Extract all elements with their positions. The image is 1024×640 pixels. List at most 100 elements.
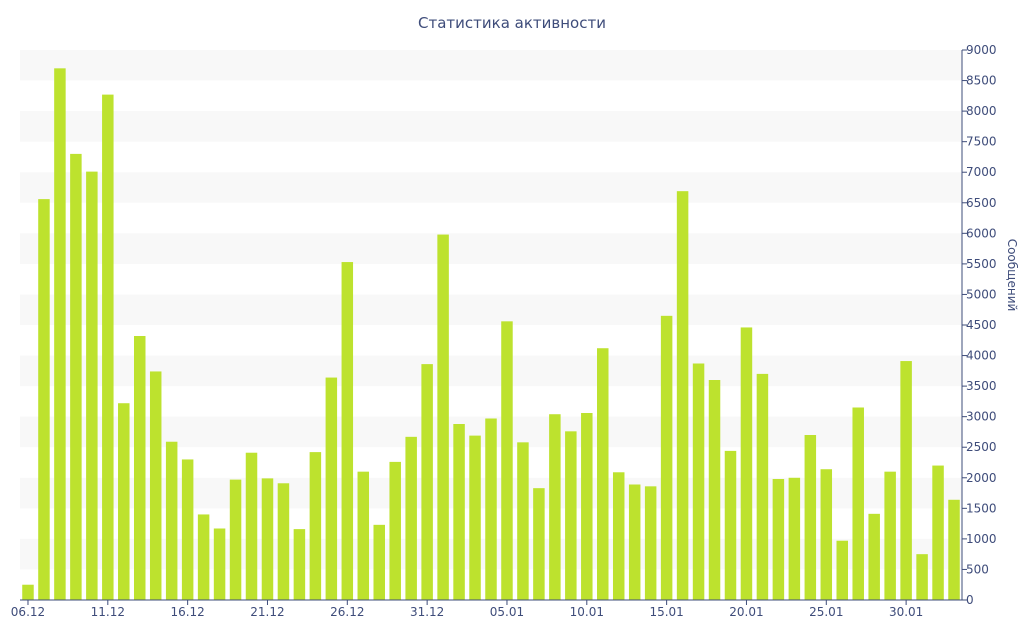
bar [756, 373, 769, 600]
bar [197, 514, 210, 600]
grid-band [20, 172, 962, 203]
x-tick-label: 16.12 [170, 605, 204, 619]
y-tick-label: 5000 [966, 287, 997, 301]
chart-title: Статистика активности [418, 14, 606, 32]
bar [149, 371, 162, 600]
y-tick-label: 7500 [966, 135, 997, 149]
bar [932, 465, 944, 600]
bar [86, 171, 98, 600]
bar [533, 488, 545, 600]
bar [581, 413, 593, 600]
bars-group [22, 68, 960, 601]
bar [612, 472, 625, 600]
bar [181, 459, 194, 600]
bar [900, 361, 912, 600]
y-tick-label: 8000 [966, 104, 997, 118]
bar [788, 477, 801, 600]
bar [38, 199, 50, 600]
y-axis: 0 500 1000 1500 2000 2500 3000 3500 4000 4500 5000… [961, 43, 997, 607]
bar [118, 403, 130, 600]
y-tick-label: 1000 [966, 532, 997, 546]
y-tick-label: 500 [966, 562, 989, 576]
bar [213, 528, 226, 600]
bar [453, 424, 465, 600]
x-tick-label: 25.01 [809, 605, 843, 619]
x-tick-label: 20.01 [729, 605, 763, 619]
bar [165, 441, 178, 600]
bar [724, 450, 737, 600]
y-tick-label: 3000 [966, 410, 997, 424]
y-tick-label: 4000 [966, 349, 997, 363]
bar [804, 435, 817, 600]
x-tick-label: 31.12 [410, 605, 444, 619]
bar [245, 452, 258, 600]
grid-band [20, 355, 962, 387]
bar [740, 327, 753, 600]
y-tick-label: 8500 [966, 74, 997, 88]
bar [948, 499, 960, 600]
bar [852, 407, 864, 600]
grid-band [20, 294, 962, 325]
bar [133, 336, 146, 600]
y-tick-label: 5500 [966, 257, 997, 271]
bar [868, 513, 880, 600]
grid-band [20, 233, 962, 264]
bar [102, 94, 114, 600]
bar [437, 234, 449, 601]
y-tick-label: 6500 [966, 196, 997, 210]
bar [309, 452, 322, 600]
y-axis-label: Сообщений [1005, 239, 1019, 312]
y-tick-label: 2500 [966, 440, 997, 454]
bar [293, 529, 306, 600]
x-tick-label: 21.12 [250, 605, 284, 619]
bar [229, 479, 242, 600]
bar [421, 364, 433, 600]
x-tick-label: 26.12 [330, 605, 364, 619]
x-tick-label: 10.01 [570, 605, 604, 619]
bar [884, 471, 896, 600]
bar [389, 461, 401, 600]
bar [261, 478, 274, 600]
bar [549, 414, 561, 600]
y-tick-label: 3500 [966, 379, 997, 393]
x-tick-label: 11.12 [91, 605, 125, 619]
bar [22, 584, 34, 600]
bar [628, 484, 641, 600]
bar [70, 153, 82, 600]
bar [708, 380, 721, 600]
bar [772, 479, 785, 600]
y-tick-label: 7000 [966, 165, 997, 179]
bar [501, 321, 513, 600]
y-tick-label: 6000 [966, 226, 997, 240]
bar [916, 554, 928, 600]
x-axis: 06.12 11.12 16.12 21.12 26.12 31.12 05.01 10.01… [11, 599, 962, 619]
bar [54, 68, 66, 601]
x-tick-label: 15.01 [649, 605, 683, 619]
y-tick-label: 0 [966, 593, 974, 607]
y-tick-label: 1500 [966, 501, 997, 515]
bar [644, 486, 657, 600]
y-tick-label: 4500 [966, 318, 997, 332]
x-tick-label: 06.12 [11, 605, 45, 619]
bar [676, 191, 689, 600]
y-tick-label: 2000 [966, 471, 997, 485]
bar [820, 469, 833, 600]
bar [277, 483, 290, 600]
y-tick-label: 9000 [966, 43, 997, 57]
bar [469, 435, 481, 600]
x-tick-label: 05.01 [490, 605, 524, 619]
x-tick-label: 30.01 [889, 605, 923, 619]
grid-band [20, 111, 962, 142]
grid-band [20, 50, 962, 81]
bar [565, 431, 577, 600]
bar [692, 363, 705, 600]
bar [341, 262, 354, 600]
bar [660, 315, 673, 600]
bar [836, 540, 849, 600]
bar [373, 524, 385, 600]
bar [325, 377, 338, 600]
bar [485, 418, 497, 600]
bar [405, 436, 417, 600]
